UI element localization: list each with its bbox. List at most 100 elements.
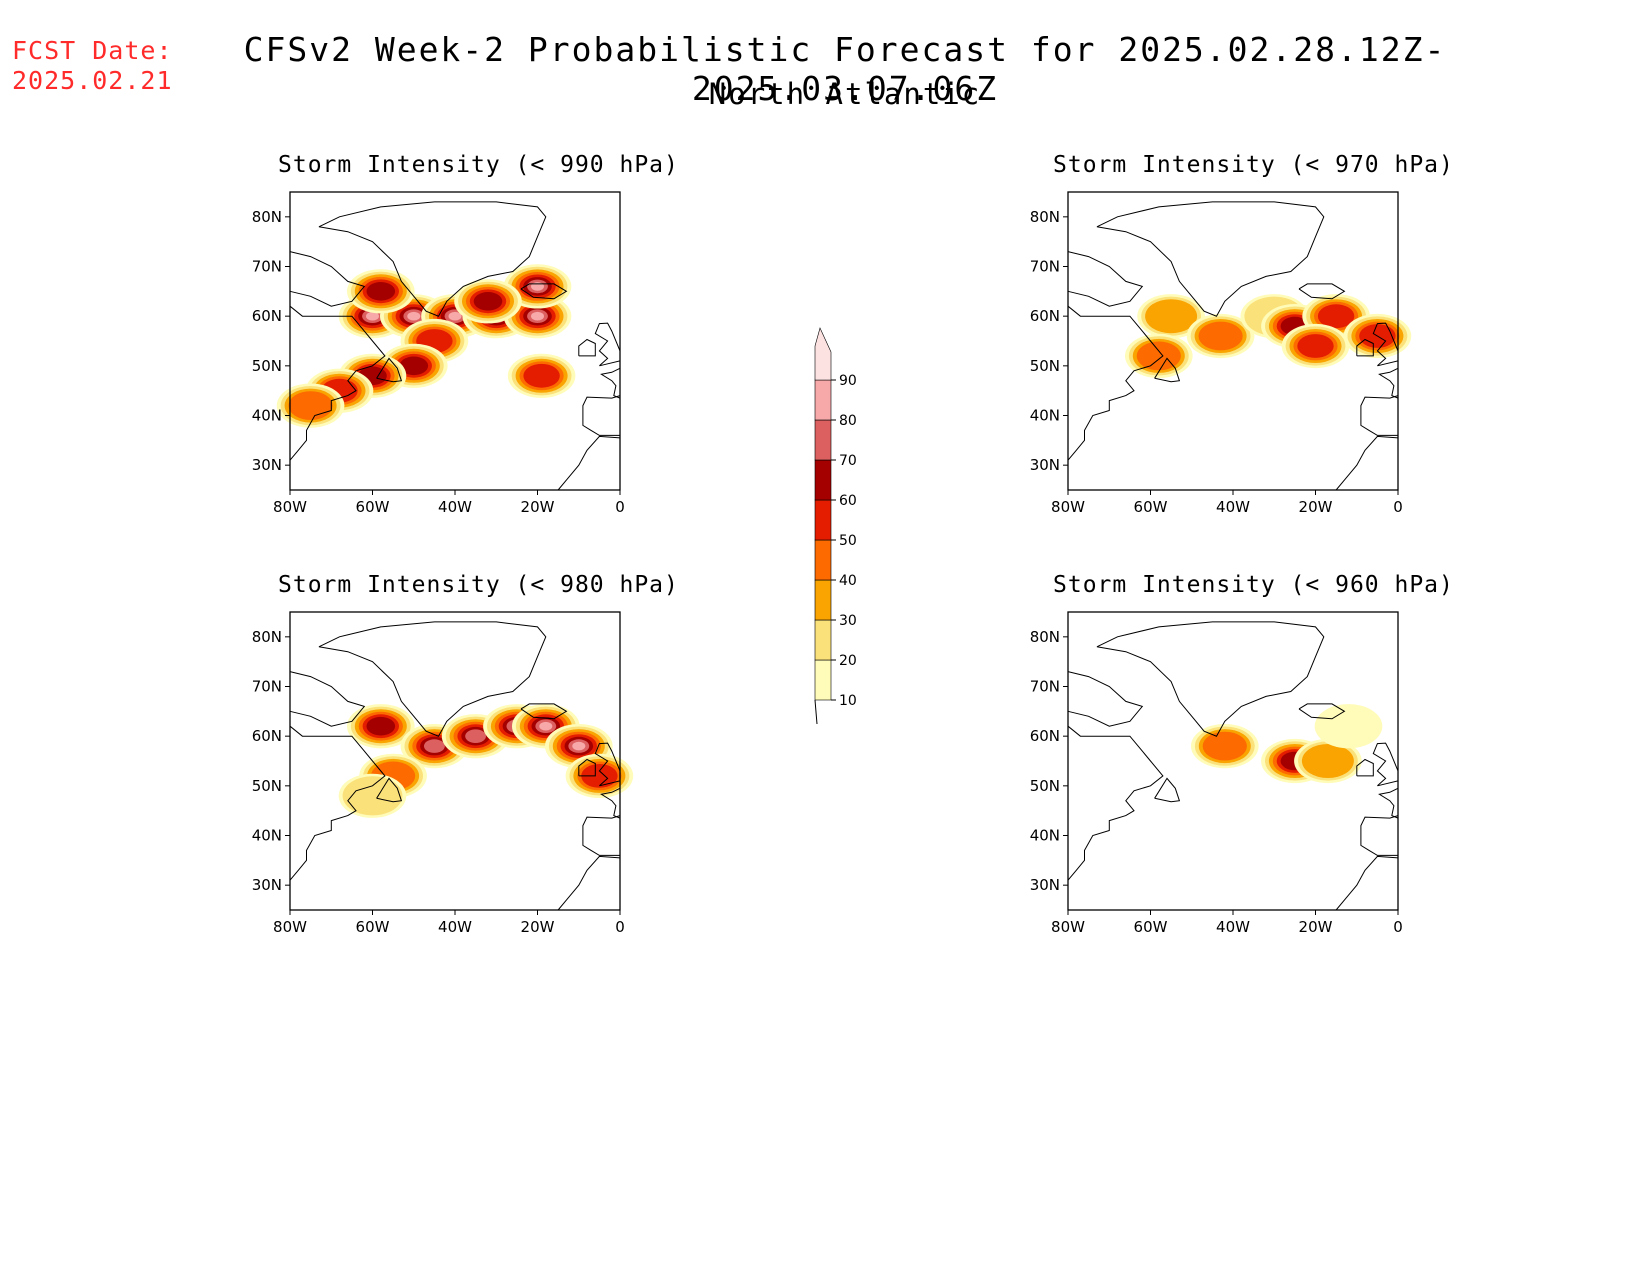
coastline [1356,758,1374,777]
lat-tick-label: 80N [252,628,282,646]
lat-tick-label: 60N [1030,307,1060,325]
coastline [1335,855,1399,911]
page-subtitle: North Atlantic [708,77,982,111]
colorbar-swatch [814,327,832,381]
lon-tick-label: 80W [273,498,307,516]
probability-blob [473,292,503,311]
lon-tick-label: 60W [356,918,390,936]
coastline [1378,787,1399,819]
coastline [376,777,403,803]
lat-tick-label: 80N [1030,628,1060,646]
coastline [578,338,596,357]
coastline [1372,742,1399,787]
page-title: CFSv2 Week-2 Probabilistic Forecast for … [243,30,1447,108]
coastline [1067,305,1164,476]
probability-blob [366,716,396,736]
map-panel-970: 80W 60W 40W 20W 0 30N 40N 50N 60N 70N 80N [1030,191,1412,516]
probability-blob [1314,704,1383,749]
colorbar-swatch [814,379,832,421]
lat-tick-label: 40N [1030,407,1060,425]
map-panel-960: 80W 60W 40W 20W 0 30N 40N 50N 60N 70N 80N [1030,611,1403,936]
lon-tick-label: 20W [521,918,555,936]
lat-tick-label: 70N [1030,678,1060,696]
coastline [1096,201,1325,317]
probability-blob [407,311,421,321]
panel-title-960: Storm Intensity (< 960 hPa) [1053,572,1454,598]
lon-tick-label: 40W [438,498,472,516]
lat-tick-label: 50N [252,777,282,795]
probability-blob [288,391,333,420]
lat-tick-label: 60N [1030,727,1060,745]
probability-blob [531,311,544,321]
lat-tick-label: 80N [252,208,282,226]
forecast-date-block: FCST Date: 2025.02.21 [12,36,173,96]
lon-tick-label: 20W [521,498,555,516]
colorbar-tick-label: 60 [839,493,857,509]
colorbar-tick-label: 50 [839,533,857,549]
coastline [1356,338,1374,357]
coastline [594,322,621,367]
panel-title-970: Storm Intensity (< 970 hPa) [1053,152,1454,178]
probability-blob [465,729,486,743]
coastline [1154,777,1181,803]
colorbar-swatch [814,499,832,541]
lon-tick-label: 40W [438,918,472,936]
probability-blob [572,741,586,751]
lat-tick-label: 40N [1030,827,1060,845]
probability-blob [531,282,544,291]
lat-tick-label: 50N [1030,357,1060,375]
lat-tick-label: 40N [252,407,282,425]
lon-tick-label: 0 [615,498,625,516]
lat-tick-label: 30N [1030,876,1060,894]
probability-blob [1198,321,1243,351]
colorbar-tick-label: 30 [839,613,857,629]
probability-blob [366,311,379,321]
lat-tick-label: 50N [252,357,282,375]
lat-tick-label: 60N [252,727,282,745]
probability-blob [523,363,560,388]
colorbar-tick-label: 10 [839,693,857,709]
lon-tick-label: 40W [1216,918,1250,936]
probability-blob [581,764,618,788]
lon-tick-label: 0 [615,918,625,936]
coastline [1335,435,1399,491]
colorbar-tick-label: 20 [839,653,857,669]
lat-tick-label: 30N [252,456,282,474]
probability-blob [539,721,553,731]
lat-tick-label: 30N [252,876,282,894]
coastline [557,855,621,911]
lat-tick-label: 50N [1030,777,1060,795]
panel-title-980: Storm Intensity (< 980 hPa) [278,572,679,598]
coastline [520,703,568,720]
coastline [376,357,403,383]
lon-tick-label: 20W [1299,918,1333,936]
coastline [1298,703,1346,720]
colorbar-tick-label: 70 [839,453,857,469]
lon-tick-label: 0 [1393,498,1403,516]
colorbar-lower-tip [814,699,818,725]
panel-title-990: Storm Intensity (< 990 hPa) [278,152,679,178]
coastline [520,283,568,300]
probability-blob [1301,744,1354,778]
coastline [1096,621,1325,737]
coastline [1067,251,1144,307]
coastline [1360,395,1399,436]
probability-blob [1202,731,1247,761]
lon-tick-label: 20W [1299,498,1333,516]
lon-tick-label: 80W [1051,918,1085,936]
probability-blob [424,739,445,753]
forecast-date-label: FCST Date: [12,36,173,65]
map-panel-980: 80W 60W 40W 20W 0 30N 40N 50N 60N 70N 80N [252,611,634,936]
coastline [289,305,386,476]
coastline [600,367,621,399]
colorbar-tick-label: 40 [839,573,857,589]
coastline [582,815,621,856]
lat-tick-label: 70N [252,258,282,276]
colorbar-swatch [814,659,832,701]
lon-tick-label: 40W [1216,498,1250,516]
coastline [1067,725,1164,896]
lat-tick-label: 60N [252,307,282,325]
forecast-date-value: 2025.02.21 [12,66,173,95]
probability-blob [366,282,396,301]
probability-blob [342,776,403,816]
